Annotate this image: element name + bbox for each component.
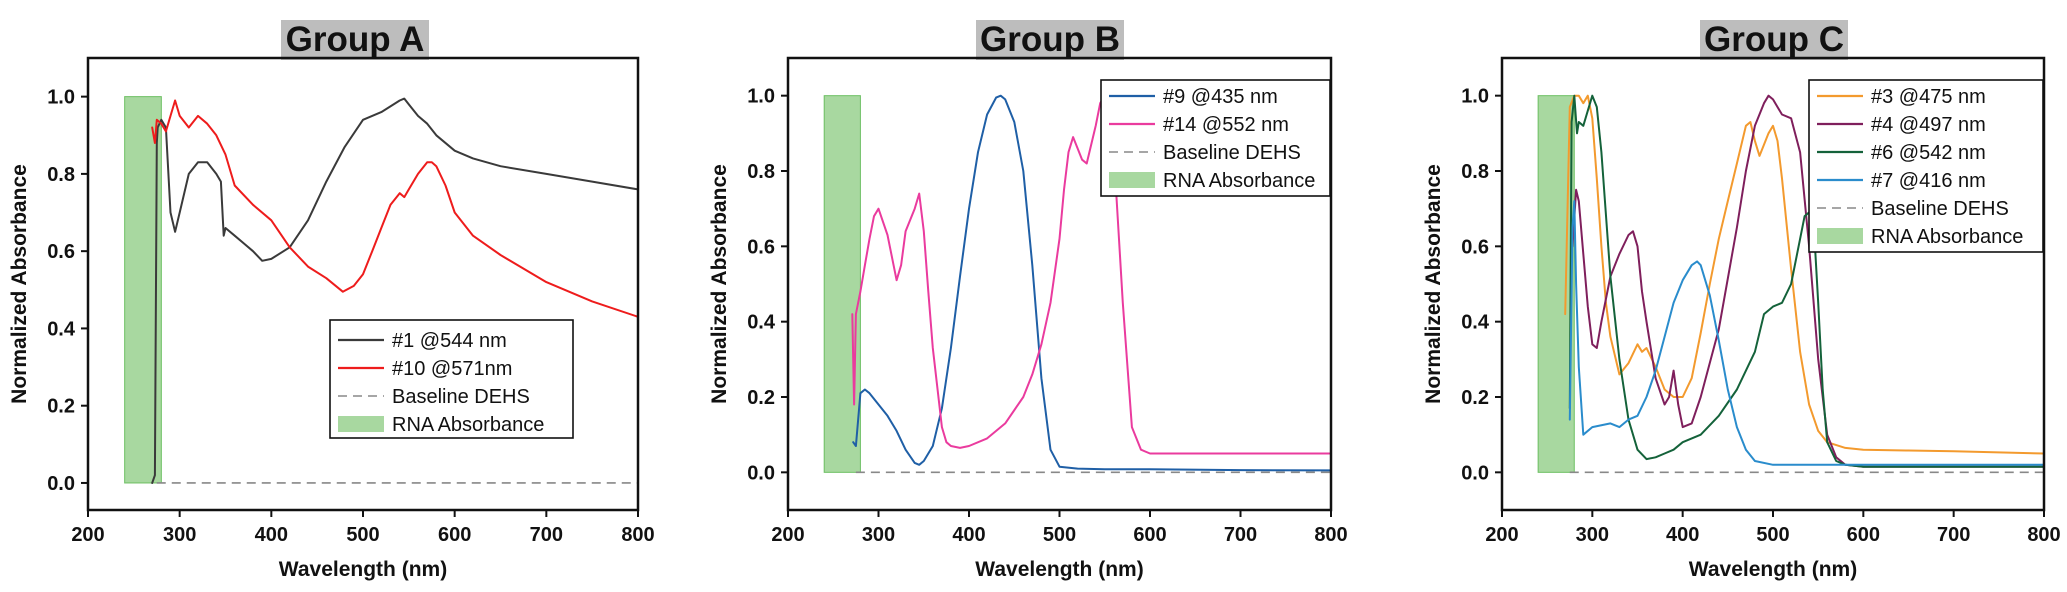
y-tick-label: 0.6 [1461, 236, 1489, 258]
x-tick-label: 700 [1224, 524, 1257, 546]
legend: #9 @435 nm #14 @552 nm Baseline DEHS RNA Ab… [1100, 79, 1331, 197]
y-tick-label: 0.4 [1461, 312, 1490, 334]
y-axis-label: Normalized Absorbance [1422, 164, 1445, 404]
x-axis-label: Wavelength (nm) [1689, 558, 1857, 581]
chart-title: Group A [286, 20, 425, 59]
y-tick-label: 1.0 [747, 86, 775, 108]
x-tick-label: 700 [1937, 524, 1970, 546]
y-tick-label: 0.2 [747, 387, 775, 409]
legend-label: RNA Absorbance [1871, 226, 2023, 248]
y-tick-label: 1.0 [47, 87, 75, 109]
legend-label: Baseline DEHS [392, 386, 530, 408]
x-tick-label: 800 [2027, 524, 2060, 546]
x-tick-label: 400 [1666, 524, 1699, 546]
chart-title: Group B [980, 20, 1120, 59]
chart-title: Group C [1704, 20, 1844, 59]
x-tick-label: 600 [1133, 524, 1166, 546]
x-tick-label: 400 [255, 524, 288, 546]
x-tick-label: 800 [621, 524, 654, 546]
title-background [281, 20, 429, 60]
legend-label: #6 @542 nm [1871, 142, 1986, 164]
legend-label: #14 @552 nm [1163, 114, 1289, 136]
y-tick-label: 0.0 [747, 462, 775, 484]
series-line-1 [1564, 94, 2044, 455]
series-line-3 [1568, 94, 2044, 468]
title-background [1700, 20, 1848, 60]
legend-label: #4 @497 nm [1871, 114, 1986, 136]
x-tick-label: 300 [1576, 524, 1609, 546]
x-tick-label: 500 [1756, 524, 1789, 546]
y-tick-label: 0.6 [47, 241, 75, 263]
chart-group-c: Group C 200 300 400 500 600 700 800 0.0 0.2 0.4 0.6… [1422, 20, 2061, 581]
chart-group-b: Group B 200 300 400 500 600 700 800 0.0 0.2 0.4 0.6… [708, 20, 1348, 581]
y-tick-label: 0.2 [47, 396, 75, 418]
legend-swatch-patch [1109, 172, 1155, 188]
series-line-2 [151, 99, 638, 318]
y-axis-label: Normalized Absorbance [8, 164, 31, 404]
legend-label: Baseline DEHS [1163, 142, 1301, 164]
legend-label: #10 @571nm [392, 358, 512, 380]
x-tick-label: 500 [1043, 524, 1076, 546]
y-tick-label: 0.4 [47, 318, 76, 340]
legend-label: RNA Absorbance [1163, 170, 1315, 192]
y-tick-label: 0.8 [747, 161, 775, 183]
y-tick-label: 0.0 [1461, 462, 1489, 484]
data-layer [124, 96, 638, 484]
legend-label: RNA Absorbance [392, 414, 544, 436]
x-tick-label: 200 [71, 524, 104, 546]
x-tick-label: 800 [1314, 524, 1347, 546]
data-layer [1537, 94, 2044, 474]
rna-absorbance-band [823, 95, 861, 473]
legend-box [1808, 79, 2044, 253]
legend: #1 @544 nm #10 @571nm Baseline DEHS RNA Abs… [329, 319, 574, 439]
y-tick-label: 0.4 [747, 312, 776, 334]
y-axis-label: Normalized Absorbance [708, 164, 731, 404]
title-background [976, 20, 1124, 60]
chart-group-a: Group A 200 300 400 500 600 700 800 0.0 0.2 0.4 0.6… [8, 20, 655, 581]
legend-label: #9 @435 nm [1163, 86, 1278, 108]
x-tick-label: 500 [346, 524, 379, 546]
x-tick-label: 600 [438, 524, 471, 546]
legend-swatch-patch [338, 416, 384, 432]
y-tick-label: 0.6 [747, 236, 775, 258]
legend-label: Baseline DEHS [1871, 198, 2009, 220]
x-tick-label: 400 [952, 524, 985, 546]
axes-frame [86, 56, 640, 512]
x-tick-label: 200 [1485, 524, 1518, 546]
legend-label: #3 @475 nm [1871, 86, 1986, 108]
series-line-1 [852, 94, 1331, 472]
y-tick-label: 0.8 [1461, 161, 1489, 183]
series-line-4 [1568, 200, 2044, 466]
y-tick-label: 0.2 [1461, 387, 1489, 409]
x-axis-label: Wavelength (nm) [279, 558, 447, 581]
x-tick-label: 300 [862, 524, 895, 546]
legend-label: #1 @544 nm [392, 330, 507, 352]
series-line-2 [1571, 94, 2044, 468]
series-line-1 [151, 97, 638, 484]
legend-label: #7 @416 nm [1871, 170, 1986, 192]
data-layer [823, 94, 1331, 474]
y-tick-label: 1.0 [1461, 86, 1489, 108]
x-axis-label: Wavelength (nm) [975, 558, 1143, 581]
x-tick-label: 200 [771, 524, 804, 546]
x-tick-label: 600 [1847, 524, 1880, 546]
y-tick-label: 0.8 [47, 164, 75, 186]
y-tick-label: 0.0 [47, 473, 75, 495]
x-tick-label: 700 [530, 524, 563, 546]
legend-swatch-patch [1817, 228, 1863, 244]
legend: #3 @475 nm #4 @497 nm #6 @542 nm #7 @416 nm… [1808, 79, 2044, 253]
x-tick-label: 300 [163, 524, 196, 546]
